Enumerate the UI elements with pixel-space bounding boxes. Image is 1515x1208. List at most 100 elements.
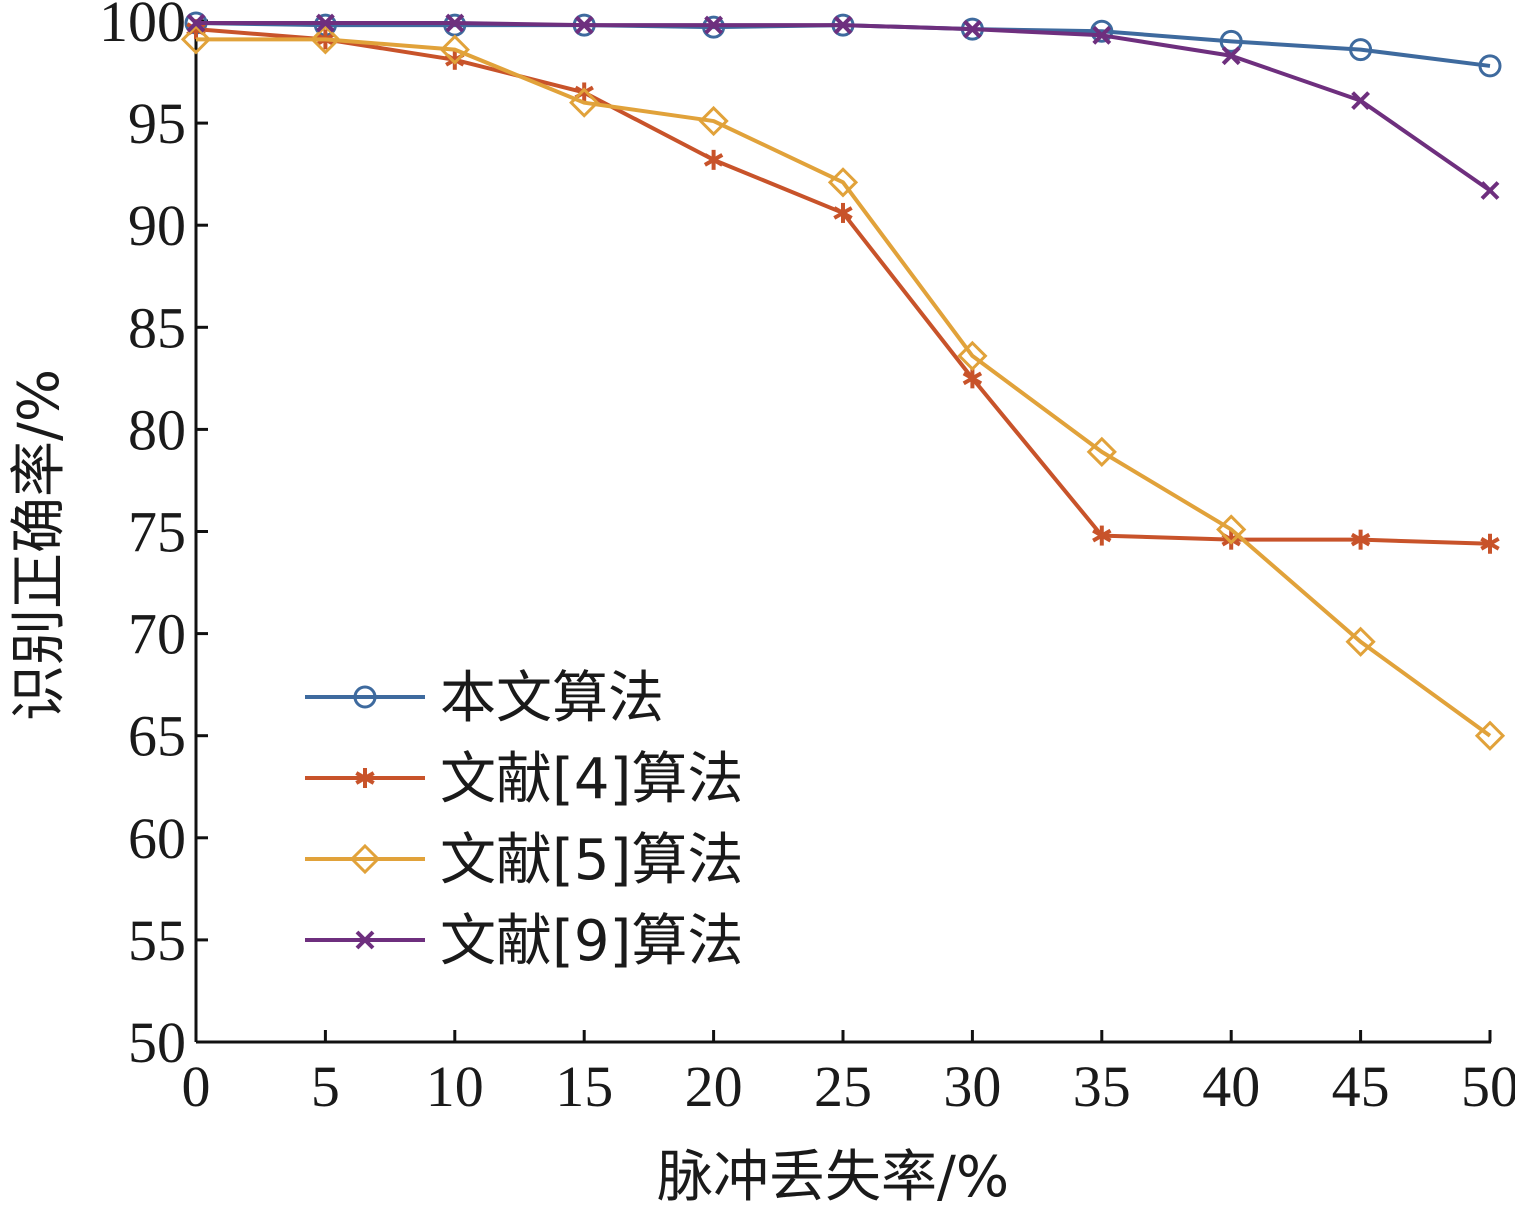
series-4 [186,13,1500,200]
legend-label: 文献[4]算法 [440,747,743,812]
data-point [833,15,853,35]
marker-asterisk-stroke [703,153,724,167]
marker-x-stroke [1351,91,1371,111]
marker-diamond [310,24,341,55]
y-tick-label: 55 [128,908,186,973]
marker-diamond [827,167,859,198]
marker-x-stroke [574,15,594,35]
data-point [186,13,206,33]
marker-diamond [349,843,381,875]
data-point [1350,529,1371,550]
data-point [1478,54,1502,78]
data-point [315,13,335,33]
x-axis-title: 脉冲丢失率/% [657,1145,1009,1208]
data-point [833,202,853,223]
x-tick-label: 40 [1202,1054,1260,1119]
x-tick-label: 50 [1461,1054,1515,1119]
legend-label: 文献[9]算法 [440,909,743,974]
data-point [1092,525,1112,546]
data-point [704,15,724,35]
data-point [1086,436,1117,467]
marker-diamond [439,34,470,65]
legend-item: 文献[4]算法 [305,747,743,812]
data-point [1221,46,1241,66]
data-point [445,13,465,33]
y-tick-label: 90 [128,193,186,258]
y-tick-label: 95 [128,91,186,156]
marker-diamond [957,340,988,372]
series-line [195,27,1491,546]
data-point [310,24,341,55]
data-point [569,87,600,118]
marker-asterisk-stroke [833,206,853,220]
data-point [439,34,470,65]
y-tick-label: 85 [128,295,186,360]
y-tick-label: 60 [128,806,186,871]
series-3 [180,24,1506,751]
legend-item: 本文算法 [305,666,664,731]
x-tick-label: 20 [685,1054,743,1119]
data-point [1480,181,1500,200]
legend-label: 文献[5]算法 [440,828,743,893]
legend-marker [355,930,375,950]
marker-x-stroke [1221,46,1241,66]
x-tick-label: 5 [311,1054,340,1119]
marker-x-stroke [1092,25,1112,45]
y-tick-label: 70 [128,602,186,667]
series-2 [186,19,1500,554]
marker-asterisk-stroke [1092,528,1112,543]
y-tick-label: 65 [128,704,186,769]
marker-circle [1478,54,1502,78]
legend-marker [353,685,377,709]
marker-diamond [698,105,729,137]
data-point [1349,38,1373,62]
legend-label: 本文算法 [440,666,664,731]
marker-x-stroke [315,13,335,33]
data-point [957,340,988,372]
data-point [962,368,983,389]
data-point [1092,25,1112,45]
axes: 0 5 10 15 20 25 30 35 40 45 50 50 55 60 65 70 75 80 85 90 95… [99,0,1515,1119]
data-point [827,167,859,198]
data-point [1474,720,1506,751]
y-tick-label: 80 [128,397,186,462]
y-tick-label: 100 [99,0,186,54]
data-point [1216,514,1247,545]
data-point [703,149,724,170]
data-point [702,15,726,39]
x-tick-label: 30 [943,1054,1001,1119]
marker-x-stroke [833,15,853,35]
data-point [1351,91,1371,111]
data-point [1219,29,1243,53]
marker-x-stroke [355,930,375,950]
marker-x-stroke [1480,181,1500,200]
legend-marker [349,843,381,875]
data-point [180,24,212,55]
marker-x-stroke [704,15,724,35]
legend-item: 文献[9]算法 [305,909,743,974]
data-point [698,105,729,137]
marker-asterisk-stroke [1480,537,1500,551]
marker-circle [1349,38,1373,62]
marker-diamond [1216,514,1247,545]
series-line [196,37,1492,738]
x-tick-label: 35 [1073,1054,1131,1119]
series-layer [180,11,1506,751]
marker-diamond [180,24,212,55]
data-point [1345,626,1376,657]
marker-circle [1090,19,1114,43]
legend-item: 文献[5]算法 [305,828,743,893]
marker-diamond [1345,626,1376,657]
data-point [1480,533,1500,554]
data-point [962,19,982,39]
marker-diamond [1086,436,1117,467]
data-point [574,15,594,35]
marker-asterisk-stroke [1350,532,1371,547]
marker-diamond [1474,720,1506,751]
marker-x-stroke [962,19,982,39]
x-tick-label: 45 [1332,1054,1390,1119]
x-tick-label: 15 [555,1054,613,1119]
marker-circle [1219,29,1243,53]
